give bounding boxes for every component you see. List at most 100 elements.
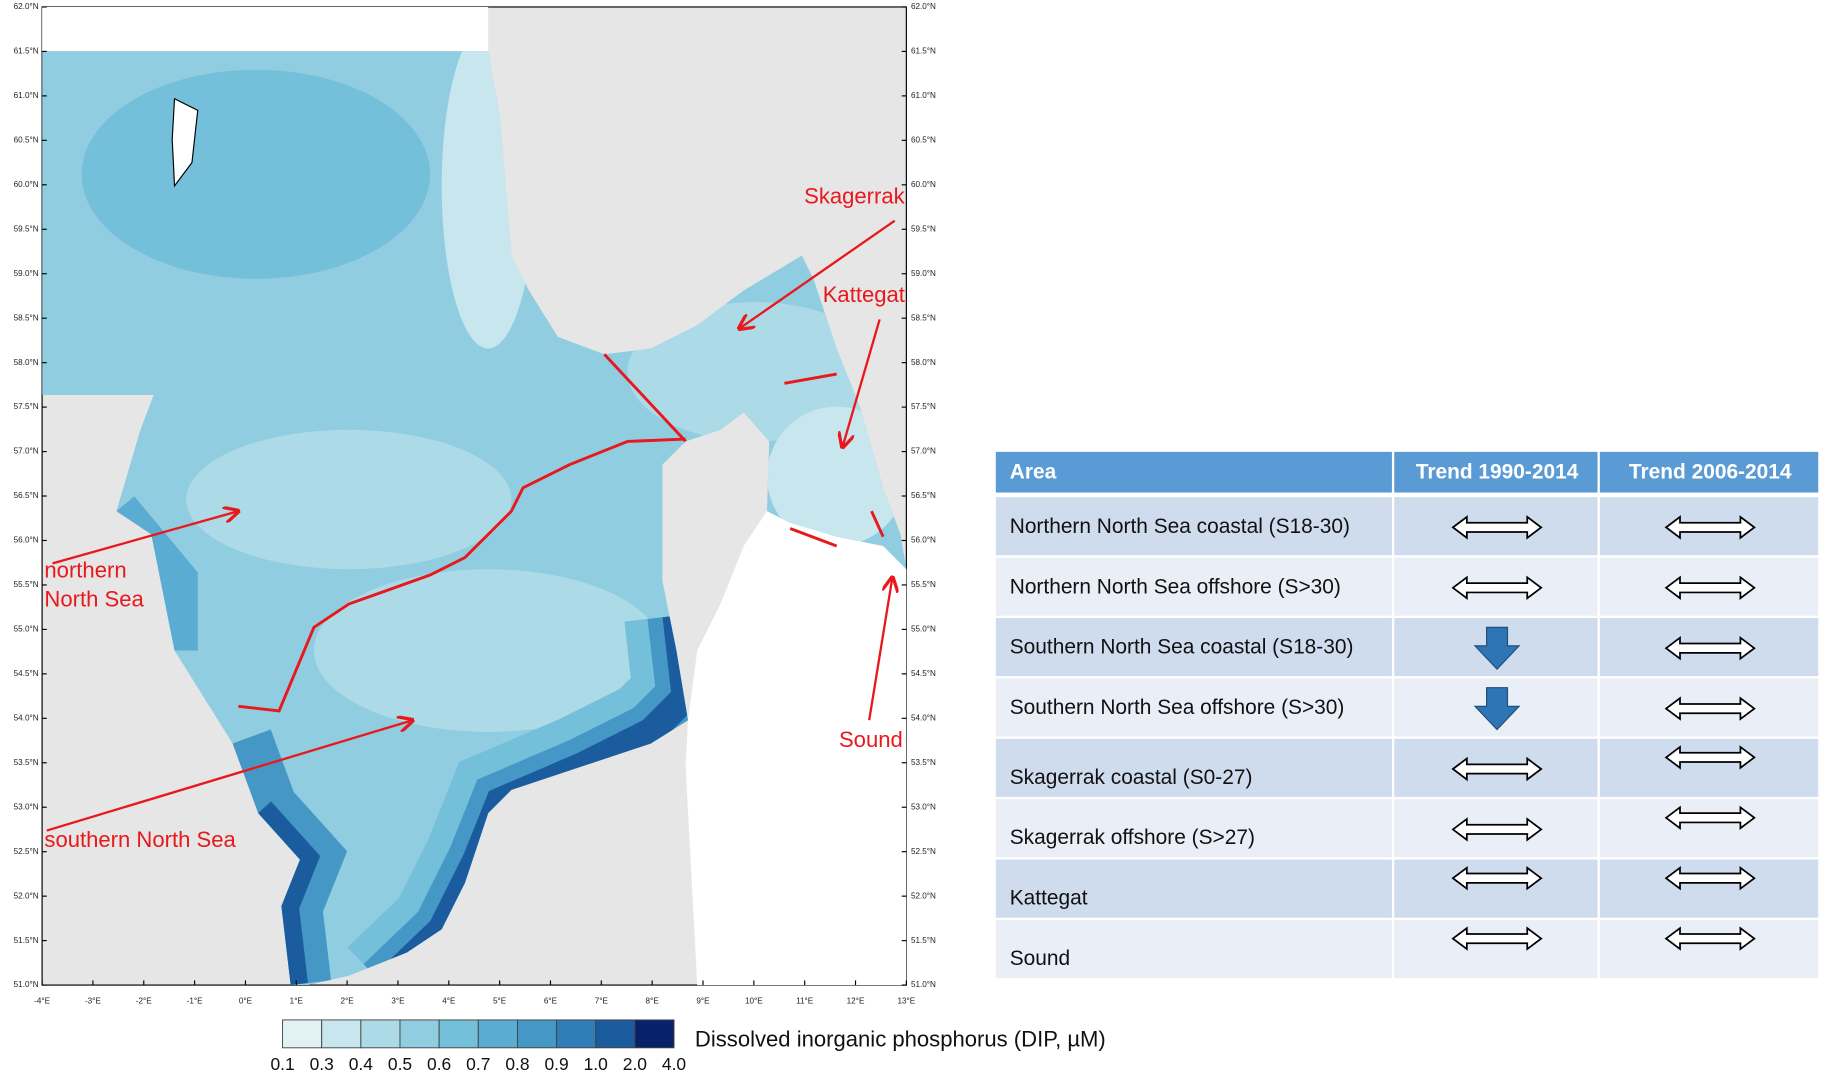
pointer bbox=[868, 577, 892, 721]
lon-label: 8°E bbox=[646, 996, 660, 1005]
decrease-arrow bbox=[1473, 626, 1521, 670]
row-label: Kattegat bbox=[1010, 887, 1088, 910]
lat-label: 53.5°N bbox=[14, 758, 39, 767]
lat-label: 51.0°N bbox=[911, 980, 936, 989]
stable-arrow bbox=[1664, 515, 1756, 540]
lat-label: 57.5°N bbox=[14, 402, 39, 411]
table-cell bbox=[995, 738, 1392, 797]
lat-label: 52.0°N bbox=[14, 891, 39, 900]
colorbar-box bbox=[438, 1019, 479, 1049]
lon-label: 10°E bbox=[745, 996, 763, 1005]
boundary bbox=[870, 510, 885, 538]
row-label: Skagerrak coastal (S0-27) bbox=[1010, 766, 1253, 789]
header-text: Area bbox=[1010, 460, 1057, 483]
lat-label: 51.0°N bbox=[14, 980, 39, 989]
lon-label: -1°E bbox=[187, 996, 203, 1005]
baltic bbox=[685, 511, 907, 986]
table-cell bbox=[995, 859, 1392, 918]
stable-arrow bbox=[1664, 866, 1756, 891]
colorbar-box bbox=[282, 1019, 323, 1049]
lat-label: 54.5°N bbox=[911, 669, 936, 678]
lat-label: 59.5°N bbox=[14, 224, 39, 233]
row-label: Northern North Sea offshore (S>30) bbox=[1010, 575, 1341, 598]
lon-label: 4°E bbox=[442, 996, 456, 1005]
table-cell bbox=[1599, 920, 1819, 979]
region-label: southern North Sea bbox=[44, 827, 236, 852]
lat-label: 54.0°N bbox=[911, 713, 936, 722]
lat-label: 57.0°N bbox=[14, 447, 39, 456]
lat-label: 52.5°N bbox=[911, 847, 936, 856]
table-cell bbox=[995, 799, 1392, 858]
boundaries bbox=[238, 353, 885, 713]
table-cell bbox=[1599, 859, 1819, 918]
stable-arrow bbox=[1664, 805, 1756, 830]
lat-label: 62.0°N bbox=[911, 2, 936, 11]
stable-arrow bbox=[1451, 866, 1543, 891]
table-cell bbox=[995, 617, 1392, 677]
header-cell bbox=[995, 451, 1392, 493]
colorbar-label: 1.0 bbox=[584, 1054, 608, 1074]
lat-label: 60.0°N bbox=[14, 180, 39, 189]
colorbar-label: 0.3 bbox=[310, 1054, 334, 1074]
header-text: Trend 1990-2014 bbox=[1416, 460, 1579, 483]
table-cell bbox=[995, 920, 1392, 979]
lat-label: 59.0°N bbox=[911, 269, 936, 278]
row-label: Sound bbox=[1010, 947, 1070, 970]
lat-label: 61.0°N bbox=[911, 91, 936, 100]
lat-label: 59.0°N bbox=[14, 269, 39, 278]
stable-arrow bbox=[1451, 926, 1543, 951]
lat-label: 56.0°N bbox=[911, 536, 936, 545]
lat-label: 52.5°N bbox=[14, 847, 39, 856]
colorbar-label: 0.8 bbox=[505, 1054, 529, 1074]
boundary bbox=[238, 437, 686, 713]
lat-label: 56.5°N bbox=[14, 491, 39, 500]
lon-label: 7°E bbox=[595, 996, 609, 1005]
colorbar-label: 0.1 bbox=[270, 1054, 294, 1074]
colorbar-label: 0.9 bbox=[544, 1054, 568, 1074]
lat-label: 51.5°N bbox=[911, 936, 936, 945]
lat-label: 53.0°N bbox=[14, 802, 39, 811]
lat-label: 58.5°N bbox=[911, 313, 936, 322]
lon-label: 1°E bbox=[290, 996, 304, 1005]
lon-label: 6°E bbox=[544, 996, 558, 1005]
lat-label: 61.5°N bbox=[911, 47, 936, 56]
sea-shade bbox=[627, 302, 884, 442]
lat-label: 57.0°N bbox=[911, 447, 936, 456]
colorbar-label: 0.7 bbox=[466, 1054, 490, 1074]
stable-arrow bbox=[1664, 696, 1756, 721]
lon-label: 11°E bbox=[796, 996, 814, 1005]
lat-label: 62.0°N bbox=[14, 2, 39, 11]
sea-shade bbox=[81, 69, 431, 279]
lon-label: -3°E bbox=[85, 996, 101, 1005]
colorbar-label: 0.4 bbox=[349, 1054, 374, 1074]
region-label: Kattegat bbox=[823, 282, 905, 307]
row-label: Northern North Sea coastal (S18-30) bbox=[1010, 515, 1350, 538]
colorbar-box bbox=[634, 1019, 675, 1049]
header-text: Trend 2006-2014 bbox=[1629, 460, 1792, 483]
stable-arrow bbox=[1664, 575, 1756, 600]
pointer bbox=[842, 319, 881, 447]
lat-label: 54.0°N bbox=[14, 713, 39, 722]
boundary bbox=[789, 527, 838, 548]
lon-label: 13°E bbox=[897, 996, 915, 1005]
pointer bbox=[46, 720, 413, 832]
lat-label: 60.5°N bbox=[911, 135, 936, 144]
row-label: Skagerrak offshore (S>27) bbox=[1010, 826, 1255, 849]
lon-label: 9°E bbox=[696, 996, 710, 1005]
colorbar-label: 4.0 bbox=[662, 1054, 686, 1074]
stable-arrow bbox=[1451, 575, 1543, 600]
lat-label: 53.0°N bbox=[911, 802, 936, 811]
decrease-arrow bbox=[1473, 687, 1521, 731]
stable-arrow bbox=[1451, 817, 1543, 842]
pointer bbox=[52, 511, 239, 565]
lat-label: 56.0°N bbox=[14, 536, 39, 545]
row-label: Southern North Sea offshore (S>30) bbox=[1010, 696, 1345, 719]
colorbar-box bbox=[321, 1019, 362, 1049]
stable-arrow bbox=[1664, 635, 1756, 661]
lat-label: 57.5°N bbox=[911, 402, 936, 411]
lat-label: 55.5°N bbox=[911, 580, 936, 589]
sea-shade bbox=[313, 569, 663, 732]
lat-label: 59.5°N bbox=[911, 224, 936, 233]
shetland bbox=[171, 97, 199, 188]
